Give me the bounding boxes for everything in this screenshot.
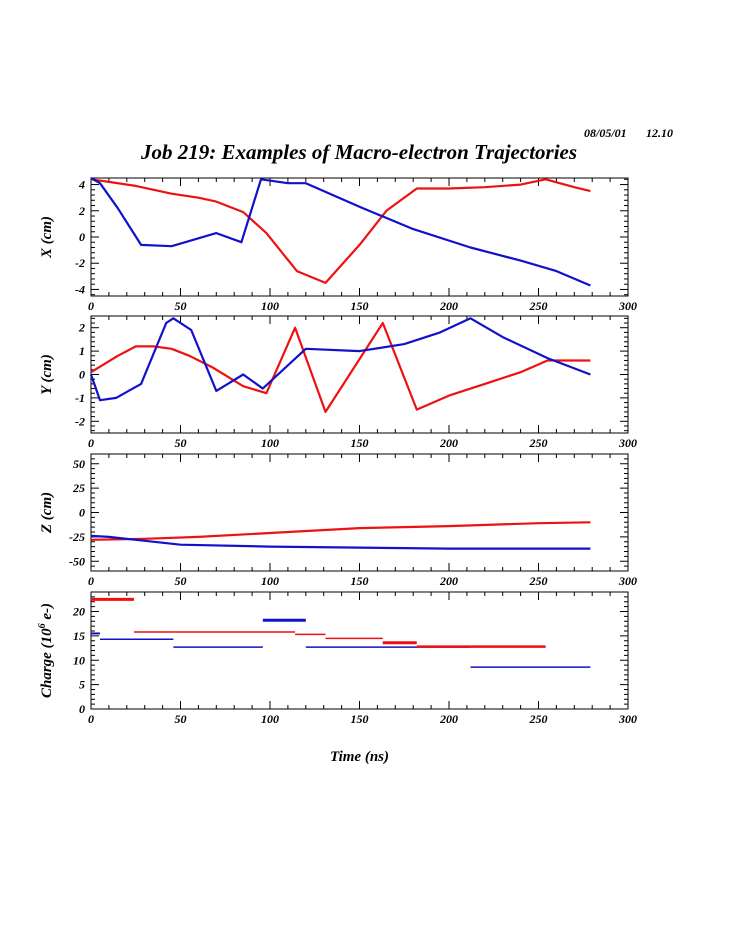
x-tick-label: 250 (529, 299, 548, 313)
x-tick-label: 50 (175, 712, 187, 726)
x-tick-label: 100 (261, 299, 279, 313)
y-axis-label: Charge (106 e-) (37, 603, 55, 698)
x-tick-label: 200 (439, 574, 458, 588)
x-tick-label: 50 (175, 436, 187, 450)
y-tick-label: 15 (73, 629, 85, 643)
y-tick-label: -25 (69, 530, 85, 544)
y-tick-label: -4 (75, 282, 85, 296)
x-tick-label: 150 (351, 436, 369, 450)
x-tick-label: 300 (618, 436, 637, 450)
y-tick-label: -1 (75, 391, 85, 405)
series-line-red (90, 178, 591, 284)
y-tick-label: 0 (79, 368, 85, 382)
y-tick-label: 10 (73, 653, 85, 667)
y-tick-label: 5 (79, 678, 85, 692)
figure-title: Job 219: Examples of Macro-electron Traj… (140, 140, 577, 164)
x-tick-label: 250 (529, 712, 548, 726)
x-tick-label: 100 (261, 436, 279, 450)
x-tick-label: 0 (88, 574, 94, 588)
x-tick-label: 200 (439, 299, 458, 313)
plot-frame (90, 453, 629, 572)
y-tick-label: 2 (78, 321, 85, 335)
y-tick-label: 25 (72, 481, 85, 495)
panel-2: 0 50 100 150 200 250 300 -2 -1 0 1 2 Y (cm) (39, 315, 637, 450)
y-tick-label: 0 (79, 230, 85, 244)
y-tick-label: 50 (73, 457, 85, 471)
y-tick-label: 0 (79, 702, 85, 716)
x-tick-label: 100 (261, 712, 279, 726)
y-tick-label: -2 (75, 256, 85, 270)
plot-frame (90, 315, 629, 434)
y-axis-label: Y (cm) (39, 354, 55, 395)
x-tick-label: 200 (439, 436, 458, 450)
y-tick-label: 0 (79, 506, 85, 520)
y-tick-label: -2 (75, 414, 85, 428)
y-tick-label: 20 (72, 605, 85, 619)
x-tick-label: 300 (618, 712, 637, 726)
x-axis-label: Time (ns) (330, 749, 389, 765)
x-tick-label: 300 (618, 574, 637, 588)
plot-frame (90, 591, 629, 710)
x-tick-label: 0 (88, 712, 94, 726)
date-label: 08/05/01 (584, 126, 627, 140)
x-tick-label: 150 (351, 574, 369, 588)
time-label: 12.10 (646, 126, 673, 140)
x-tick-label: 0 (88, 436, 94, 450)
panel-4: 0 50 100 150 200 250 300 0 5 10 15 20 Charge (106 e-… (37, 591, 637, 765)
y-axis-label: Z (cm) (39, 492, 55, 534)
x-tick-label: 250 (529, 574, 548, 588)
x-tick-label: 200 (439, 712, 458, 726)
panel-3: 0 50 100 150 200 250 300 -50 -25 0 25 50 Z (cm) (39, 453, 637, 588)
y-tick-label: 4 (78, 178, 85, 192)
x-tick-label: 0 (88, 299, 94, 313)
x-tick-label: 150 (351, 712, 369, 726)
series-line-blue (89, 317, 591, 402)
series-line-blue (90, 177, 591, 287)
series-line-red (90, 321, 591, 413)
y-tick-label: -50 (69, 554, 85, 568)
x-tick-label: 50 (175, 299, 187, 313)
plot-frame (90, 177, 629, 297)
x-tick-label: 150 (351, 299, 369, 313)
x-tick-label: 250 (529, 436, 548, 450)
series-line-red (90, 521, 591, 541)
y-tick-label: 2 (78, 204, 85, 218)
y-tick-label: 1 (79, 344, 85, 358)
series-line-blue (90, 534, 591, 550)
y-axis-label: X (cm) (39, 216, 55, 259)
x-tick-label: 300 (618, 299, 637, 313)
x-tick-label: 50 (175, 574, 187, 588)
x-tick-label: 100 (261, 574, 279, 588)
panel-1: 0 50 100 150 200 250 300 -4 -2 0 2 4 X (cm) (39, 177, 637, 313)
